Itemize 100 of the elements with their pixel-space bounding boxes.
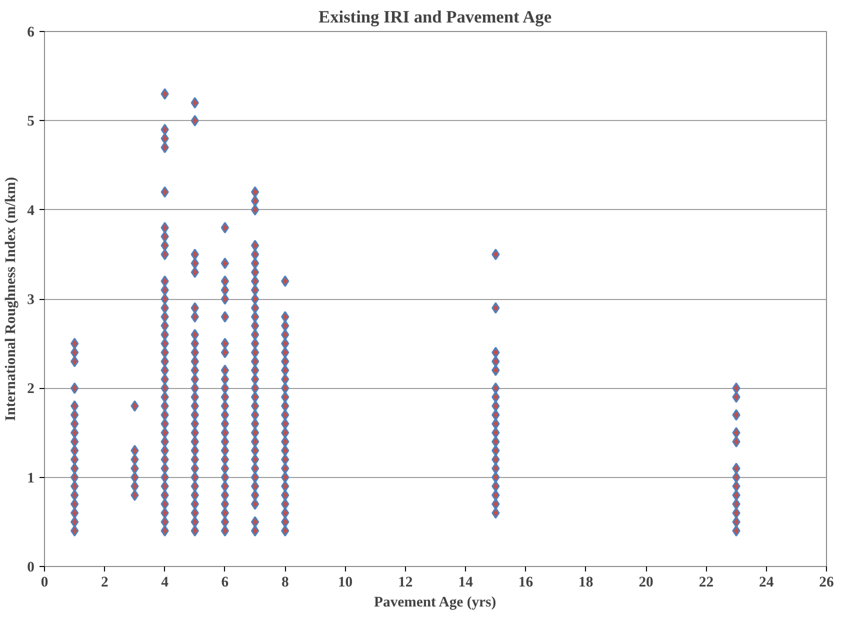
point bbox=[190, 472, 199, 484]
point bbox=[160, 444, 169, 456]
x-tick-label: 14 bbox=[458, 574, 474, 590]
point bbox=[160, 240, 169, 252]
point bbox=[281, 320, 290, 332]
point bbox=[190, 382, 199, 394]
point bbox=[492, 444, 500, 456]
y-axis-title: International Roughness Index (m/km) bbox=[3, 176, 20, 421]
point bbox=[160, 88, 169, 100]
point bbox=[732, 498, 740, 510]
point bbox=[160, 248, 169, 260]
point bbox=[160, 293, 169, 305]
point bbox=[220, 427, 230, 438]
point bbox=[70, 356, 79, 368]
point bbox=[281, 275, 290, 287]
point bbox=[190, 258, 199, 270]
point bbox=[190, 427, 199, 438]
point bbox=[220, 480, 230, 492]
point bbox=[190, 454, 199, 466]
point bbox=[190, 480, 199, 492]
point bbox=[732, 525, 740, 537]
point bbox=[220, 364, 230, 376]
point bbox=[130, 400, 139, 412]
x-tick-label: 20 bbox=[638, 574, 654, 590]
point bbox=[160, 462, 169, 474]
point bbox=[130, 472, 139, 484]
point bbox=[160, 400, 169, 412]
point bbox=[190, 409, 199, 421]
point bbox=[220, 444, 230, 456]
point bbox=[190, 328, 199, 340]
point bbox=[190, 346, 199, 358]
point bbox=[281, 364, 290, 376]
point bbox=[220, 400, 230, 412]
point bbox=[492, 489, 500, 501]
point bbox=[250, 374, 260, 385]
point bbox=[190, 418, 199, 430]
point bbox=[220, 454, 230, 466]
point bbox=[250, 293, 260, 305]
point bbox=[160, 516, 169, 528]
point bbox=[70, 472, 79, 484]
point bbox=[281, 374, 290, 385]
point bbox=[492, 364, 500, 376]
point bbox=[250, 480, 260, 492]
point bbox=[220, 258, 230, 270]
point bbox=[732, 382, 740, 394]
y-tick-label: 0 bbox=[27, 560, 34, 576]
point bbox=[160, 338, 169, 350]
point bbox=[250, 364, 260, 376]
point bbox=[492, 356, 500, 368]
x-tick-label: 24 bbox=[759, 574, 774, 590]
point bbox=[281, 338, 290, 350]
point bbox=[732, 427, 740, 438]
point bbox=[130, 462, 139, 474]
point bbox=[281, 472, 290, 484]
point bbox=[220, 311, 230, 323]
point bbox=[220, 222, 230, 234]
point bbox=[220, 391, 230, 403]
point bbox=[250, 338, 260, 350]
point bbox=[732, 489, 740, 501]
point bbox=[220, 436, 230, 448]
point bbox=[250, 382, 260, 394]
point bbox=[220, 462, 230, 474]
chart-title: Existing IRI and Pavement Age bbox=[318, 8, 552, 26]
point bbox=[160, 124, 169, 136]
point bbox=[281, 516, 290, 528]
point bbox=[190, 266, 199, 278]
point bbox=[250, 462, 260, 474]
point bbox=[220, 293, 230, 305]
point bbox=[160, 454, 169, 466]
point bbox=[281, 400, 290, 412]
point bbox=[250, 427, 260, 438]
point bbox=[190, 391, 199, 403]
point bbox=[281, 444, 290, 456]
point bbox=[281, 462, 290, 474]
point bbox=[250, 284, 260, 296]
point bbox=[130, 454, 139, 466]
point bbox=[281, 454, 290, 466]
point bbox=[220, 338, 230, 350]
point bbox=[160, 418, 169, 430]
point bbox=[732, 480, 740, 492]
point bbox=[220, 409, 230, 421]
point bbox=[190, 462, 199, 474]
point bbox=[250, 356, 260, 368]
point bbox=[190, 436, 199, 448]
point bbox=[190, 489, 199, 501]
point bbox=[220, 489, 230, 501]
y-tick-label: 5 bbox=[27, 114, 34, 130]
point bbox=[492, 427, 500, 438]
point bbox=[160, 374, 169, 385]
point bbox=[160, 222, 169, 234]
point bbox=[190, 356, 199, 368]
point bbox=[250, 516, 260, 528]
point bbox=[250, 489, 260, 501]
point bbox=[732, 462, 740, 474]
point bbox=[281, 480, 290, 492]
point bbox=[250, 248, 260, 260]
point bbox=[160, 311, 169, 323]
point bbox=[250, 320, 260, 332]
point bbox=[250, 275, 260, 287]
point bbox=[250, 498, 260, 510]
